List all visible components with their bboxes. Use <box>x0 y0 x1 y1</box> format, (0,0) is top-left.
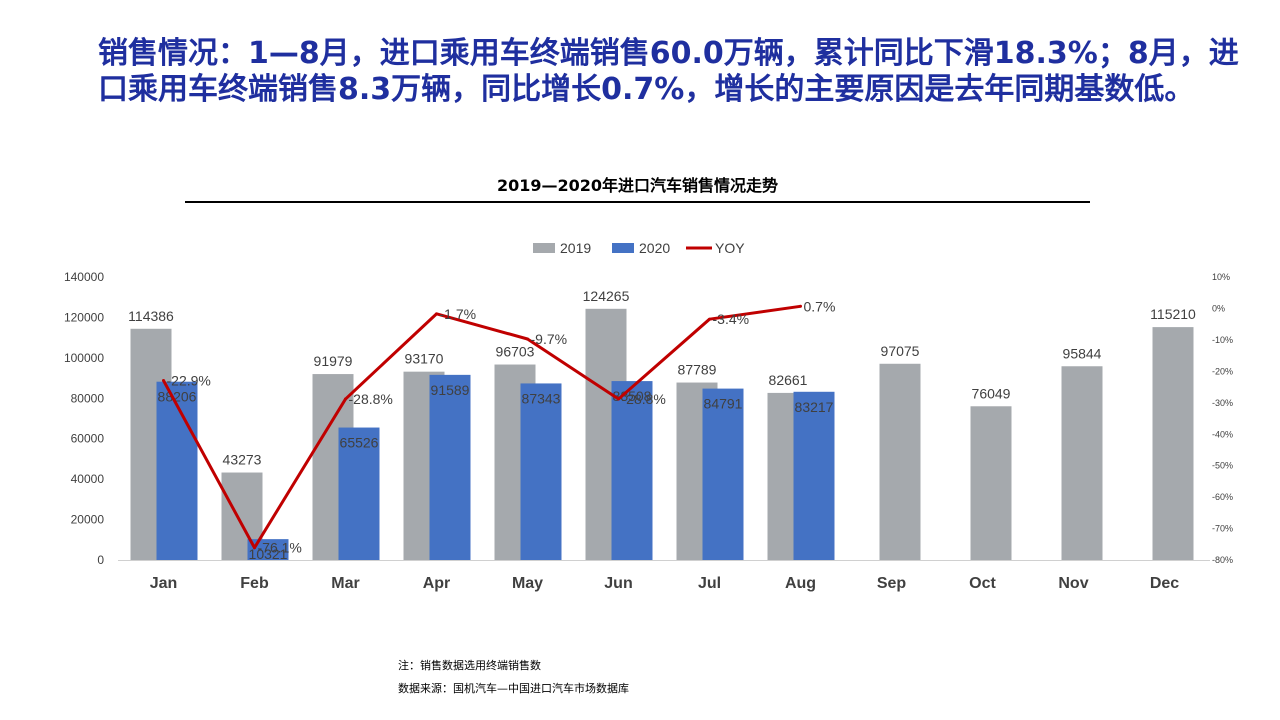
x-tick-label: Dec <box>1150 575 1179 592</box>
data-label-2019: 124265 <box>583 288 630 304</box>
data-label-2020: 91589 <box>431 382 470 398</box>
x-tick-label: Apr <box>423 575 451 592</box>
yoy-data-label: -3.4% <box>713 311 750 327</box>
data-label-2019: 115210 <box>1150 306 1196 322</box>
bar-2020 <box>156 381 198 560</box>
y-tick-label: 0 <box>97 553 104 567</box>
y2-tick-label: -70% <box>1212 524 1233 534</box>
data-label-2019: 97075 <box>881 343 920 359</box>
bar-2019 <box>1152 327 1194 560</box>
y2-tick-label: -50% <box>1212 461 1233 471</box>
data-label-2019: 114386 <box>128 308 174 324</box>
y-tick-label: 80000 <box>71 391 105 405</box>
yoy-point <box>253 546 256 550</box>
y2-tick-label: -80% <box>1212 555 1233 565</box>
y-tick-label: 120000 <box>64 310 104 324</box>
data-label-2019: 93170 <box>405 351 444 367</box>
y2-tick-label: -20% <box>1212 366 1233 376</box>
footnote: 注：销售数据选用终端销售数 <box>398 659 541 672</box>
yoy-series-line <box>162 304 801 550</box>
yoy-point <box>435 312 438 316</box>
yoy-data-label: -9.7% <box>531 331 568 347</box>
legend-label-2019: 2019 <box>560 240 591 256</box>
x-tick-label: Jun <box>604 575 632 592</box>
bar-2019 <box>970 406 1012 560</box>
x-tick-label: Jul <box>698 575 721 592</box>
data-label-2020: 84791 <box>704 396 743 412</box>
yoy-data-label: 0.7% <box>804 298 836 314</box>
bar-2019 <box>1061 366 1103 560</box>
yoy-point <box>708 317 711 321</box>
bar-2020 <box>338 427 380 560</box>
bar-2020 <box>793 391 835 560</box>
bar-2020 <box>429 374 471 560</box>
data-label-2020: 87343 <box>522 390 561 406</box>
data-label-2019: 76049 <box>972 385 1011 401</box>
x-tick-label: Aug <box>785 575 816 592</box>
yoy-data-label: -28.8% <box>622 391 666 407</box>
x-tick-label: Nov <box>1058 575 1088 592</box>
data-label-2020: 10321 <box>249 546 288 562</box>
data-label-2019: 87789 <box>678 362 717 378</box>
x-tick-label: Jan <box>150 575 178 592</box>
y2-tick-label: -10% <box>1212 335 1233 345</box>
data-label-2020: 88508 <box>613 388 652 404</box>
y2-tick-label: 0% <box>1212 304 1225 314</box>
yoy-point <box>162 378 165 382</box>
y-tick-label: 100000 <box>64 351 104 365</box>
yoy-point <box>526 337 529 341</box>
data-label-2019: 82661 <box>769 372 808 388</box>
data-label-2019: 96703 <box>496 344 535 360</box>
y2-tick-label: -60% <box>1212 492 1233 502</box>
data-label-2019: 95844 <box>1063 345 1102 361</box>
legend-swatch-2019 <box>533 243 555 253</box>
bar-2020 <box>702 388 744 560</box>
y2-tick-label: -30% <box>1212 398 1233 408</box>
bar-2019 <box>879 363 921 560</box>
y-tick-label: 20000 <box>71 513 105 527</box>
x-tick-label: Sep <box>877 575 907 592</box>
legend-label-yoy: YOY <box>715 240 745 256</box>
bar-2020 <box>611 381 653 560</box>
y2-tick-label: 10% <box>1212 272 1230 282</box>
yoy-data-label: -28.8% <box>349 391 393 407</box>
yoy-point <box>617 397 620 401</box>
chart-title: 2019—2020年进口汽车销售情况走势 <box>496 176 779 195</box>
yoy-point <box>799 304 802 308</box>
data-label-2019: 43273 <box>223 452 262 468</box>
x-tick-label: Mar <box>331 575 359 592</box>
y2-tick-label: -40% <box>1212 429 1233 439</box>
legend-label-2020: 2020 <box>639 240 670 256</box>
headline: 销售情况：1—8月，进口乘用车终端销售60.0万辆，累计同比下滑18.3%；8月… <box>98 36 1239 107</box>
yoy-data-label: -1.7% <box>440 306 477 322</box>
data-label-2019: 91979 <box>314 353 353 369</box>
yoy-data-label: -76.1% <box>258 540 302 556</box>
legend-swatch-2020 <box>612 243 634 253</box>
x-tick-label: Oct <box>969 575 996 592</box>
yoy-data-label: -22.9% <box>167 372 211 388</box>
data-label-2020: 83217 <box>795 399 834 415</box>
data-label-2020: 65526 <box>340 435 379 451</box>
x-tick-label: Feb <box>240 575 269 592</box>
y-tick-label: 40000 <box>71 472 105 486</box>
bar-2020 <box>520 383 562 560</box>
data-label-2020: 88206 <box>158 389 197 405</box>
data-source: 数据来源：国机汽车—中国进口汽车市场数据库 <box>398 682 629 695</box>
y-tick-label: 140000 <box>64 270 104 284</box>
yoy-point <box>344 397 347 401</box>
y-tick-label: 60000 <box>71 432 105 446</box>
x-tick-label: May <box>512 575 543 592</box>
title-divider <box>185 201 1090 203</box>
